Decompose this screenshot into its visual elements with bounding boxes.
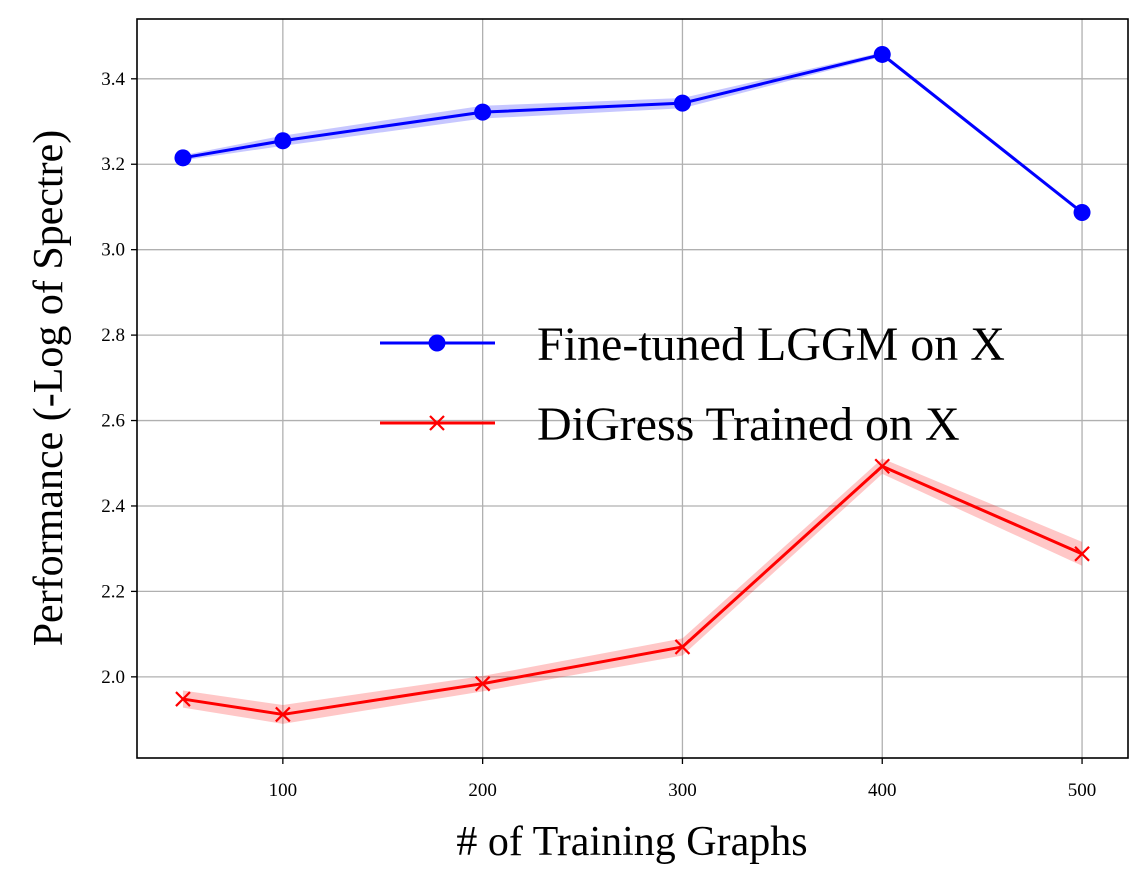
data-point: [673, 94, 691, 112]
plot-frame: [136, 18, 1129, 759]
data-point: [275, 706, 291, 723]
data-point: [175, 691, 191, 707]
x-axis-ticks: 100 200 300 400 500: [269, 758, 1097, 801]
y-axis-title: Performance (-Log of Spectre): [26, 130, 72, 647]
data-point: [474, 675, 491, 692]
data-point: [1074, 546, 1090, 562]
legend-marker-lggm: [428, 334, 446, 352]
data-point: [674, 639, 691, 655]
grid: [137, 19, 1128, 758]
y-tick-label: 2.4: [101, 496, 125, 517]
data-point: [873, 45, 891, 63]
legend-marker-digress: [429, 415, 445, 431]
confidence-band-0: [182, 52, 1083, 215]
series-lines: [182, 52, 1083, 716]
x-tick-label: 400: [868, 780, 897, 801]
confidence-bands: [182, 52, 1083, 724]
legend: Fine-tuned LGGM on X DiGress Trained on …: [380, 318, 1005, 451]
y-tick-label: 2.6: [101, 411, 125, 432]
data-point: [874, 458, 891, 475]
y-axis-ticks: 2.0 2.2 2.4 2.6 2.8 3.0 3.2 3.4: [101, 69, 137, 688]
y-tick-label: 2.8: [101, 325, 125, 346]
series-line-1: [182, 464, 1083, 716]
legend-label-lggm: Fine-tuned LGGM on X: [537, 318, 1005, 371]
y-tick-label: 2.0: [101, 667, 125, 688]
y-tick-label: 3.0: [101, 240, 125, 261]
data-point: [474, 103, 492, 121]
x-axis-title: # of Training Graphs: [456, 819, 807, 865]
x-tick-label: 200: [468, 780, 497, 801]
x-tick-label: 300: [668, 780, 697, 801]
legend-label-digress: DiGress Trained on X: [537, 398, 960, 451]
y-tick-label: 3.2: [101, 154, 125, 175]
data-point: [1073, 204, 1091, 222]
data-point: [174, 149, 192, 167]
series-line-0: [182, 52, 1083, 214]
x-tick-label: 500: [1068, 780, 1097, 801]
y-tick-label: 2.2: [101, 581, 125, 602]
y-tick-label: 3.4: [101, 69, 125, 90]
x-tick-label: 100: [269, 780, 298, 801]
series-markers: [174, 45, 1091, 723]
data-point: [274, 132, 292, 150]
